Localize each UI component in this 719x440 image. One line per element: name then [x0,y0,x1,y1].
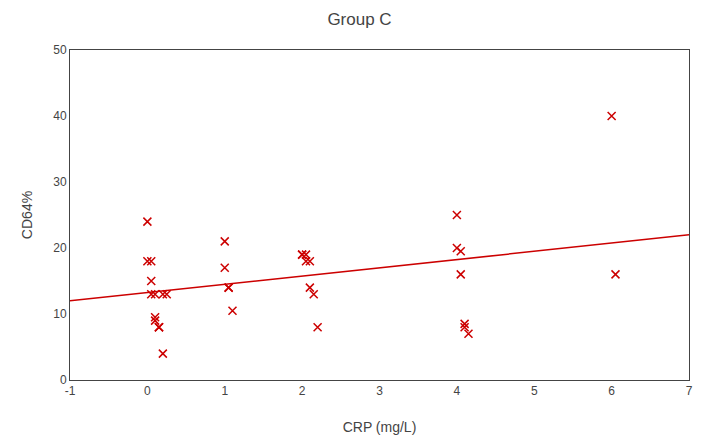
svg-text:CRP (mg/L): CRP (mg/L) [343,419,417,435]
svg-text:7: 7 [686,384,693,398]
svg-text:40: 40 [53,109,67,123]
svg-text:0: 0 [144,384,151,398]
svg-text:10: 10 [53,307,67,321]
svg-text:20: 20 [53,241,67,255]
svg-text:4: 4 [454,384,461,398]
svg-text:1: 1 [221,384,228,398]
svg-text:50: 50 [53,43,67,57]
svg-text:5: 5 [531,384,538,398]
svg-text:30: 30 [53,175,67,189]
svg-text:CD64%: CD64% [19,191,35,239]
svg-text:6: 6 [608,384,615,398]
svg-text:3: 3 [376,384,383,398]
svg-text:0: 0 [60,373,67,387]
svg-text:-1: -1 [65,384,76,398]
svg-text:Group C: Group C [327,10,391,29]
svg-text:2: 2 [299,384,306,398]
